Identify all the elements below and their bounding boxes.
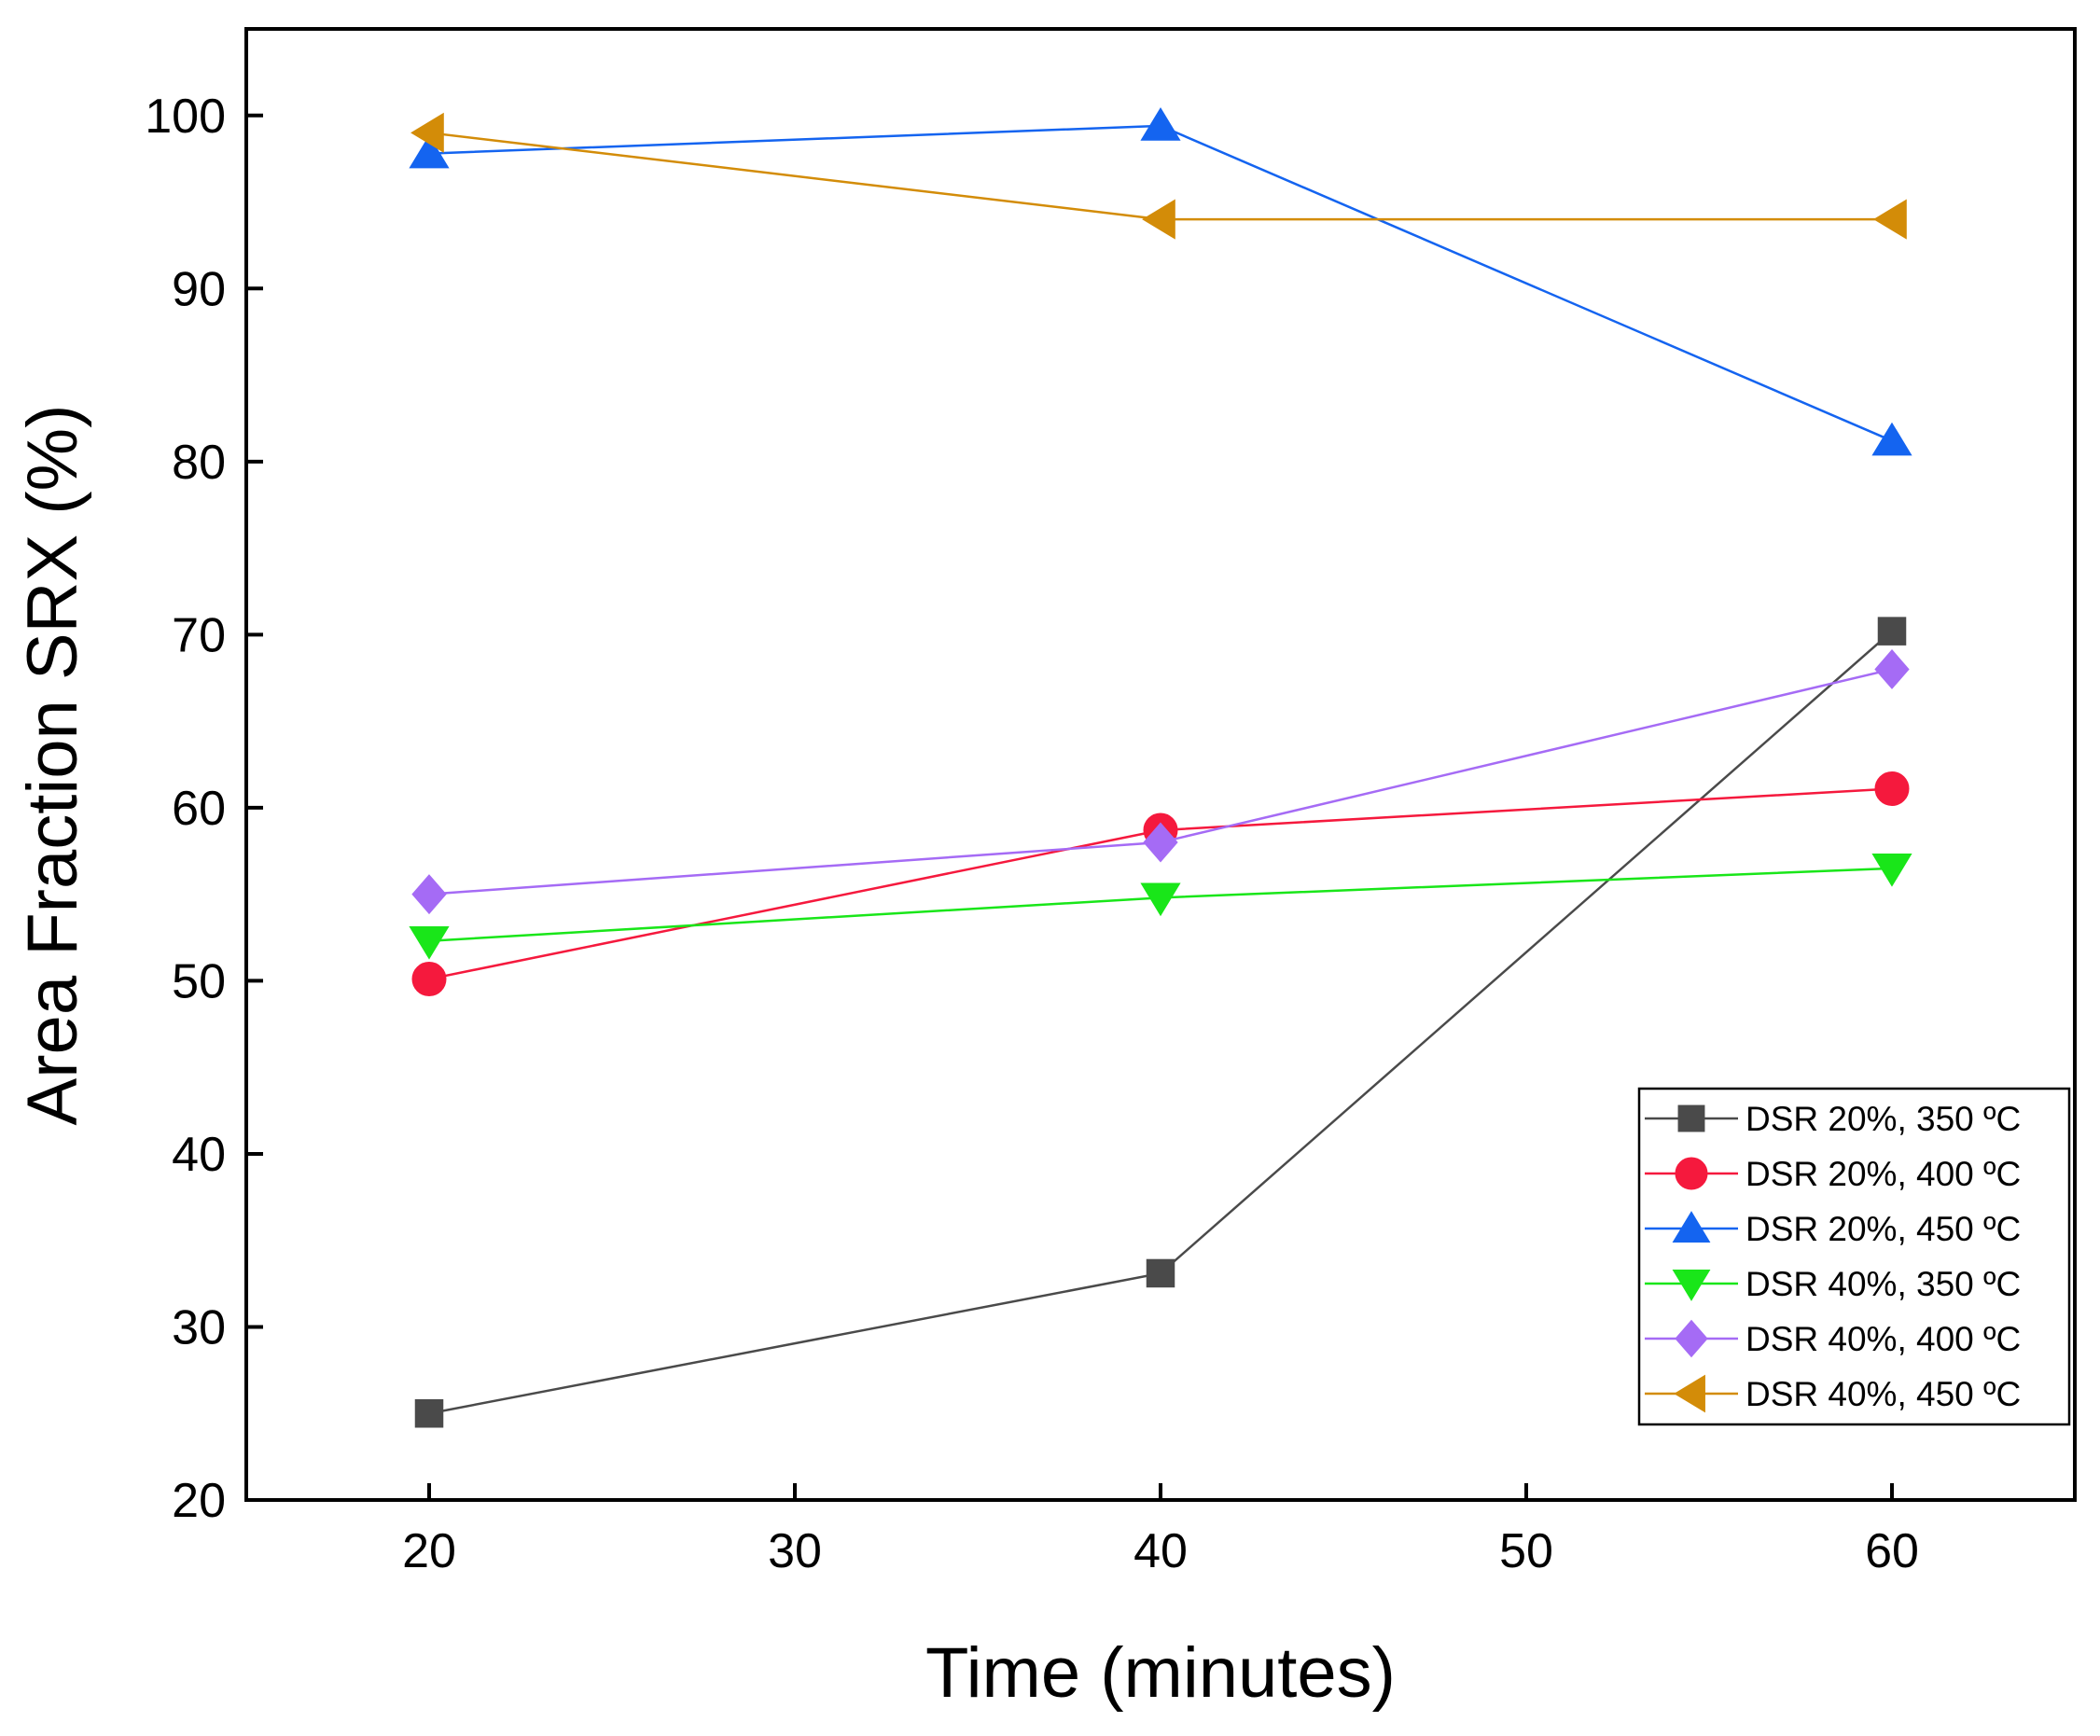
series-triangle-left [410,112,1907,240]
legend-box [1637,1087,2071,1426]
y-tick-label: 60 [172,782,226,836]
data-point [409,134,450,169]
y-tick-label: 30 [172,1300,226,1354]
legend-label: DSR 20%, 450 ºC [1745,1210,2021,1248]
legend-label: DSR 20%, 350 ºC [1745,1100,2021,1138]
data-point [1877,617,1907,646]
x-tick-label: 20 [402,1524,456,1578]
y-tick-label: 70 [172,608,226,662]
series-triangle-down [409,854,1912,960]
data-point [410,112,444,153]
legend-label: DSR 20%, 400 ºC [1745,1155,2021,1193]
y-tick-label: 100 [145,90,226,144]
data-point [1874,648,1910,689]
data-point [1146,1258,1175,1288]
data-point [1871,422,1912,456]
y-tick-label: 80 [172,436,226,490]
legend-entry: DSR 20%, 350 ºC [1645,1100,2021,1138]
x-tick-label: 40 [1133,1524,1188,1578]
legend-marker [1674,1374,1705,1413]
series-triangle-up [409,107,1912,456]
x-tick-label: 60 [1865,1524,1919,1578]
y-axis-title: Area Fraction SRX (%) [13,405,92,1126]
x-tick-label: 30 [768,1524,822,1578]
legend-label: DSR 40%, 450 ºC [1745,1375,2021,1413]
y-tick-label: 50 [172,954,226,1008]
data-point [414,1398,444,1428]
y-tick-label: 90 [172,262,226,316]
series-diamond [411,648,1910,915]
legend-entry: DSR 20%, 450 ºC [1645,1210,2021,1248]
data-point [1874,771,1910,806]
legend-marker [1675,1157,1708,1190]
data-point [409,925,450,960]
legend-marker [1677,1104,1705,1132]
x-axis-title: Time (minutes) [925,1633,1396,1713]
legend: DSR 20%, 350 ºC DSR 20%, 400 ºC DSR 20%, 4… [1637,1087,2071,1426]
legend-entry: DSR 20%, 400 ºC [1645,1155,2021,1193]
data-point [1871,854,1912,887]
legend-label: DSR 40%, 400 ºC [1745,1320,2021,1358]
x-tick-label: 50 [1499,1524,1553,1578]
legend-marker [1672,1211,1711,1243]
data-point [411,874,447,915]
legend-label: DSR 40%, 350 ºC [1745,1265,2021,1303]
legend-marker [1675,1319,1708,1358]
data-point [1873,199,1907,240]
data-point [1143,822,1178,863]
data-point [1140,882,1181,917]
y-tick-label: 40 [172,1128,226,1182]
series-square [414,617,1907,1428]
axes-layer: 20 30 40 50 60 20 30 40 50 60 70 80 90 100 [145,90,1919,1578]
data-point [411,962,447,997]
legend-entry: DSR 40%, 350 ºC [1645,1265,2021,1303]
legend-entry: DSR 40%, 400 ºC [1645,1319,2021,1358]
data-point [1140,107,1181,141]
data-point [1142,199,1175,240]
legend-entry: DSR 40%, 450 ºC [1645,1374,2021,1413]
legend-marker [1672,1270,1711,1301]
series-layer [409,107,1912,1428]
y-tick-label: 20 [172,1474,226,1528]
